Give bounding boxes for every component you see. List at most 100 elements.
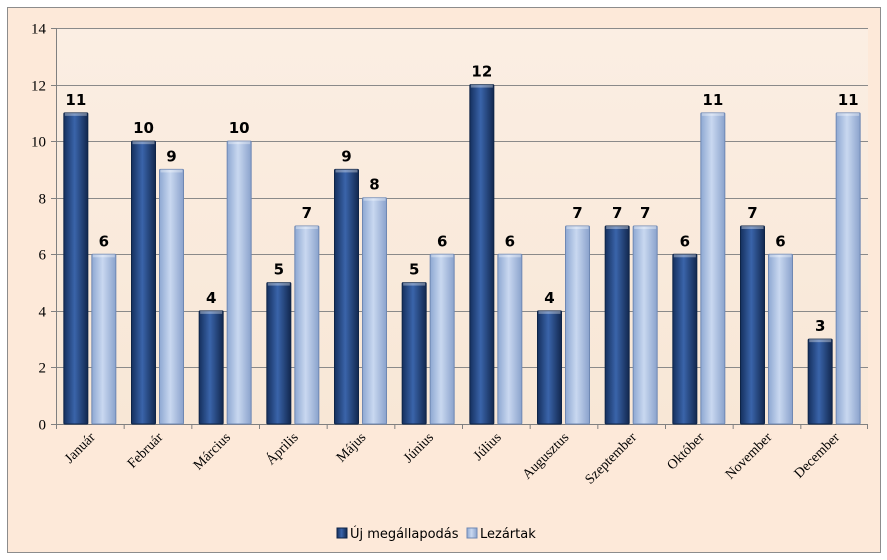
data-label: 7 (302, 204, 312, 222)
data-label: 8 (369, 176, 379, 194)
x-category-label: Október (665, 430, 708, 473)
data-label: 7 (747, 204, 757, 222)
data-label: 6 (775, 232, 785, 250)
bar-highlight (64, 112, 87, 116)
bar-highlight (92, 254, 115, 258)
bar (294, 225, 320, 425)
bar-highlight (837, 112, 860, 116)
bar-highlight (200, 310, 223, 314)
bar-highlight (295, 226, 318, 229)
bar (429, 253, 455, 425)
bar-highlight (132, 141, 155, 145)
plot-area (56, 28, 868, 424)
x-category-label: Június (401, 430, 437, 466)
data-label: 6 (680, 232, 690, 250)
data-label: 7 (572, 204, 582, 222)
x-category-label: Április (262, 429, 302, 469)
bar (565, 225, 590, 425)
bar (807, 338, 833, 425)
y-tick-label: 6 (39, 248, 47, 264)
data-label: 6 (437, 232, 447, 250)
x-category-label: Május (334, 430, 369, 465)
data-label: 10 (133, 119, 154, 137)
bar-highlight (363, 197, 386, 201)
data-label: 6 (99, 232, 109, 250)
x-category-label: Február (125, 430, 167, 472)
x-category-label: Január (62, 430, 99, 467)
bar-highlight (566, 226, 589, 229)
bar (334, 168, 359, 425)
x-category-label: Július (471, 430, 505, 464)
bar-highlight (741, 226, 764, 229)
bar (537, 310, 562, 425)
bar-highlight (498, 254, 521, 258)
data-label: 7 (612, 204, 622, 222)
bar (91, 253, 117, 425)
legend-swatch (466, 527, 478, 539)
bar (226, 140, 252, 425)
y-tick-label: 12 (31, 79, 46, 95)
bar-highlight (160, 169, 183, 173)
legend-label: Új megállapodás (350, 526, 459, 542)
data-label: 12 (471, 63, 492, 81)
x-category-label: Március (191, 430, 234, 473)
bar-highlight (769, 254, 792, 258)
bar (469, 84, 495, 425)
legend-label: Lezártak (480, 527, 536, 542)
gridlines (56, 28, 868, 368)
data-label: 6 (505, 232, 515, 250)
bar (672, 253, 698, 425)
bar-highlight (431, 254, 454, 258)
bar (362, 197, 387, 425)
bar-highlight (606, 226, 629, 229)
data-label: 3 (815, 317, 825, 335)
data-label: 11 (838, 91, 859, 109)
y-tick-label: 8 (39, 192, 47, 208)
y-tick-label: 0 (39, 418, 47, 434)
bar (740, 225, 765, 425)
bar-highlight (228, 141, 251, 145)
y-tick-label: 10 (31, 135, 46, 151)
bar-highlight (673, 254, 696, 258)
bar (768, 253, 793, 425)
bar (835, 112, 861, 425)
bar (401, 282, 427, 425)
data-label: 9 (166, 147, 176, 165)
bar-highlight (267, 282, 290, 286)
data-label: 9 (341, 147, 351, 165)
data-label: 4 (206, 289, 216, 307)
y-tick-label: 4 (39, 305, 47, 321)
y-tick-label: 14 (31, 22, 47, 38)
data-label: 11 (65, 91, 86, 109)
bar-highlight (403, 282, 426, 286)
bar-highlight (809, 339, 832, 343)
bar (159, 168, 184, 425)
x-category-label: Szeptember (583, 430, 641, 488)
bar (131, 140, 156, 425)
legend: Új megállapodás Lezártak (336, 526, 536, 542)
x-category-label: Augusztus (520, 430, 572, 482)
bar (632, 225, 658, 425)
axes: 0 2 4 6 8 10 12 14 (31, 22, 868, 434)
x-category-label: December (792, 430, 844, 482)
data-label: 10 (229, 119, 250, 137)
data-label: 5 (409, 261, 419, 279)
bar-highlight (538, 310, 561, 314)
x-category-label: November (723, 430, 776, 483)
bar-highlight (335, 169, 358, 173)
data-label: 11 (702, 91, 723, 109)
bar (700, 112, 726, 425)
bar (198, 310, 224, 425)
data-label: 4 (544, 289, 554, 307)
y-tick-label: 2 (39, 361, 47, 377)
bar-highlight (470, 84, 493, 88)
bar-highlight (634, 226, 657, 229)
legend-swatch (336, 527, 348, 539)
bar (63, 112, 89, 425)
bar (497, 253, 523, 425)
data-label: 5 (274, 261, 284, 279)
bar (266, 282, 292, 425)
bars (63, 84, 861, 425)
bar (604, 225, 630, 425)
